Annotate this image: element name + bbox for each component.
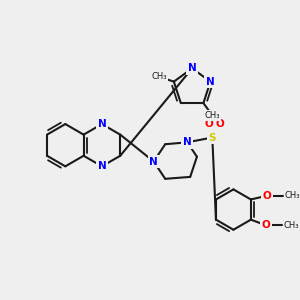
Text: N: N [98, 119, 106, 129]
Text: N: N [149, 157, 158, 166]
Text: N: N [183, 137, 192, 147]
Text: CH₃: CH₃ [284, 221, 299, 230]
Text: S: S [208, 133, 216, 142]
Text: O: O [216, 119, 224, 129]
Text: CH₃: CH₃ [205, 111, 220, 120]
Text: CH₃: CH₃ [152, 72, 167, 81]
Text: N: N [206, 76, 215, 87]
Text: N: N [188, 63, 197, 73]
Text: N: N [98, 161, 106, 171]
Text: CH₃: CH₃ [284, 191, 300, 200]
Text: O: O [204, 119, 213, 129]
Text: O: O [263, 190, 272, 201]
Text: O: O [262, 220, 271, 230]
